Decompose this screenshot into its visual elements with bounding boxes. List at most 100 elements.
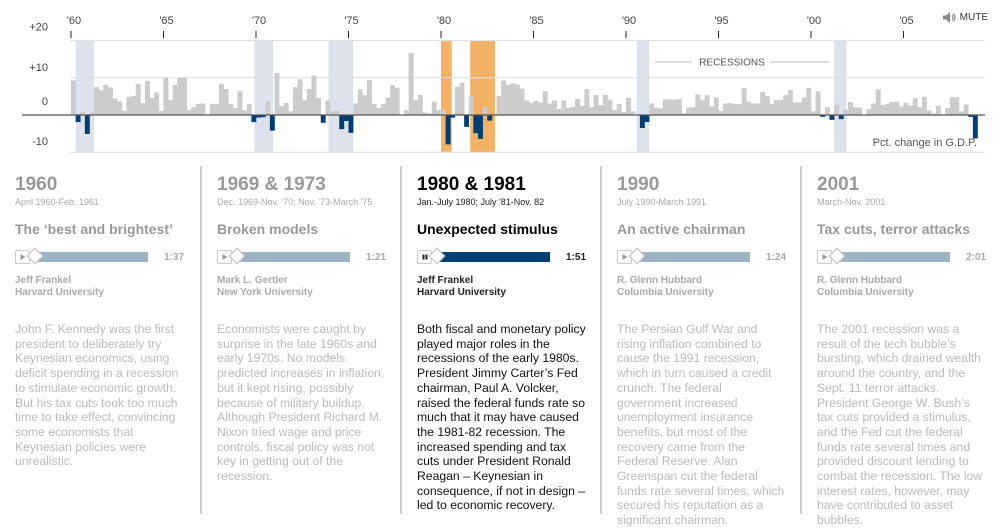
gdp-bar-positive bbox=[565, 107, 571, 115]
y-tick-label: +10 bbox=[29, 62, 48, 74]
speaker-info: R. Glenn Hubbard Columbia University bbox=[617, 275, 786, 299]
gdp-bar-negative bbox=[450, 115, 456, 118]
gdp-bar-positive bbox=[959, 111, 964, 115]
audio-progress-track[interactable] bbox=[828, 247, 950, 265]
gdp-bar-positive bbox=[232, 107, 238, 115]
panel-title: Unexpected stimulus bbox=[417, 221, 558, 237]
gdp-bar-positive bbox=[334, 110, 340, 115]
gdp-bar-positive bbox=[186, 110, 192, 115]
gdp-bar-positive bbox=[898, 106, 904, 115]
pause-button[interactable] bbox=[417, 250, 432, 264]
gdp-bar-positive bbox=[681, 113, 687, 115]
gdp-bar-negative bbox=[838, 115, 844, 120]
gdp-bar-positive bbox=[376, 107, 382, 115]
gdp-bar-positive bbox=[191, 107, 197, 115]
gdp-bar-positive bbox=[316, 97, 322, 115]
gdp-bar-positive bbox=[140, 103, 146, 115]
gdp-bar-positive bbox=[98, 90, 104, 115]
gdp-bar-positive bbox=[524, 100, 530, 115]
gdp-bar-positive bbox=[501, 80, 507, 115]
gdp-bar-negative bbox=[75, 115, 81, 123]
gdp-bar-positive bbox=[547, 103, 553, 115]
gdp-bar-positive bbox=[311, 75, 317, 115]
gdp-bar-positive bbox=[126, 96, 132, 115]
play-icon bbox=[20, 254, 25, 260]
gdp-bar-positive bbox=[325, 100, 331, 115]
gdp-bar-positive bbox=[787, 90, 793, 115]
panel-1969-1973[interactable]: 1969 & 1973 Dec. 1969-Nov. '70; Nov. '73… bbox=[200, 166, 400, 514]
gdp-bar-positive bbox=[362, 95, 368, 115]
gdp-bar-positive bbox=[672, 99, 678, 115]
gdp-bar-positive bbox=[792, 102, 798, 115]
audio-progress-track[interactable] bbox=[628, 247, 750, 265]
gdp-bar-positive bbox=[131, 96, 137, 115]
panel-year: 1960 bbox=[15, 174, 58, 195]
panel-1980-1981[interactable]: 1980 & 1981 Jan.-July 1980; July '81-Nov… bbox=[400, 166, 600, 514]
gdp-bar-positive bbox=[653, 107, 659, 115]
gdp-bar-positive bbox=[441, 110, 446, 115]
audio-duration: 2:01 bbox=[965, 251, 986, 263]
audio-progress-track[interactable] bbox=[228, 247, 350, 265]
gdp-bar-positive bbox=[741, 88, 747, 115]
gdp-bar-positive bbox=[649, 103, 655, 115]
gdp-bar-positive bbox=[163, 77, 169, 115]
audio-duration: 1:51 bbox=[565, 251, 586, 263]
gdp-bar-positive bbox=[949, 97, 955, 115]
panel-title: The ‘best and brightest’ bbox=[15, 221, 173, 237]
panel-body: The Persian Gulf War and rising inflatio… bbox=[617, 322, 785, 528]
x-tick-label: '00 bbox=[807, 15, 821, 27]
speaker-info: Jeff Frankel Harvard University bbox=[417, 275, 586, 299]
gdp-bar-positive bbox=[112, 98, 118, 115]
gdp-bar-negative bbox=[644, 115, 650, 123]
gdp-bar-positive bbox=[135, 83, 141, 115]
gdp-bar-positive bbox=[94, 87, 100, 115]
panel-dates: Dec. 1969-Nov. '70; Nov. '73-March '75 bbox=[217, 197, 373, 207]
audio-duration: 1:24 bbox=[765, 251, 786, 263]
audio-progress-track[interactable] bbox=[428, 247, 550, 265]
recession-band bbox=[328, 40, 354, 153]
gdp-bar-positive bbox=[843, 109, 849, 115]
gdp-bar-positive bbox=[274, 72, 280, 115]
mute-button[interactable]: MUTE bbox=[942, 12, 988, 23]
gdp-bar-negative bbox=[972, 115, 978, 139]
gdp-bar-positive bbox=[89, 112, 95, 115]
gdp-bar-positive bbox=[616, 103, 622, 115]
gdp-bar-positive bbox=[848, 101, 853, 115]
speaker-name: Mark L. Gertler bbox=[217, 275, 288, 286]
gdp-bar-positive bbox=[667, 99, 673, 115]
panel-2001[interactable]: 2001 March-Nov. 2001 Tax cuts, terror at… bbox=[800, 166, 1000, 527]
gdp-bar-positive bbox=[774, 100, 779, 115]
gdp-bar-positive bbox=[852, 107, 858, 115]
gdp-bar-positive bbox=[709, 106, 715, 115]
x-tick-label: '05 bbox=[899, 15, 913, 27]
gdp-bar-positive bbox=[908, 105, 914, 115]
pause-icon bbox=[422, 254, 427, 260]
y-tick-label: -10 bbox=[32, 136, 48, 148]
recession-band bbox=[254, 40, 274, 153]
panel-dates: March-Nov. 2001 bbox=[817, 197, 886, 207]
audio-progress-track[interactable] bbox=[26, 247, 148, 265]
panel-year: 1980 & 1981 bbox=[417, 174, 526, 195]
play-icon bbox=[622, 254, 627, 260]
gdp-bar-positive bbox=[408, 52, 414, 115]
gdp-bar-positive bbox=[330, 111, 335, 115]
gdp-bar-positive bbox=[237, 91, 243, 115]
gdp-bar-positive bbox=[219, 83, 224, 115]
x-tick-label: '90 bbox=[622, 15, 636, 27]
audio-player: 1:24 bbox=[617, 247, 786, 265]
gdp-bar-negative bbox=[269, 115, 275, 131]
panel-1960[interactable]: 1960 April 1960-Feb. 1961 The ‘best and … bbox=[0, 166, 200, 514]
gdp-bar-negative bbox=[256, 115, 261, 118]
gdp-bar-positive bbox=[353, 103, 359, 115]
gdp-bar-positive bbox=[542, 91, 548, 115]
gdp-bar-positive bbox=[593, 94, 599, 115]
gdp-bar-positive bbox=[871, 103, 877, 115]
gdp-bar-positive bbox=[459, 83, 465, 115]
gdp-bar-negative bbox=[445, 115, 451, 145]
play-icon bbox=[822, 254, 827, 260]
panel-1990[interactable]: 1990 July 1990-March 1991 An active chai… bbox=[600, 166, 800, 527]
gdp-bar-positive bbox=[755, 103, 761, 115]
mute-label: MUTE bbox=[959, 12, 988, 23]
gdp-bar-positive bbox=[306, 88, 312, 115]
gdp-bar-positive bbox=[797, 102, 803, 115]
